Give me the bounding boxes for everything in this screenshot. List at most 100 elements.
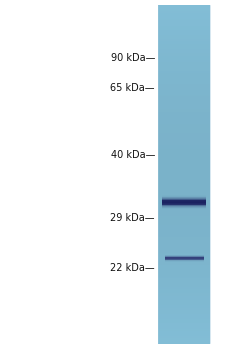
Bar [158, 131, 210, 133]
Bar [158, 259, 210, 260]
Bar [164, 254, 203, 255]
Bar [158, 253, 210, 254]
Bar [158, 47, 210, 48]
Text: 65 kDa—: 65 kDa— [110, 83, 155, 93]
Bar [158, 40, 210, 42]
Bar [158, 211, 210, 213]
Bar [158, 25, 210, 27]
Bar [158, 10, 210, 12]
Bar [158, 231, 210, 233]
Bar [164, 256, 203, 257]
Bar [158, 197, 210, 198]
Bar [162, 195, 206, 196]
Bar [164, 259, 203, 260]
Bar [158, 333, 210, 335]
Bar [164, 260, 203, 261]
Bar [162, 206, 206, 207]
Bar [162, 204, 206, 205]
Bar [162, 207, 206, 208]
Bar [158, 110, 210, 111]
Bar [158, 256, 210, 258]
Bar [164, 258, 203, 259]
Bar [158, 140, 210, 142]
Bar [158, 198, 210, 199]
Bar [164, 256, 203, 257]
Bar [158, 342, 210, 343]
Bar [158, 246, 210, 248]
Bar [164, 261, 203, 262]
Bar [162, 203, 206, 204]
Bar [158, 296, 210, 297]
Bar [158, 26, 210, 28]
Bar [158, 332, 210, 333]
Bar [158, 76, 210, 78]
Bar [158, 227, 210, 229]
Bar [158, 24, 210, 26]
Bar [158, 38, 210, 39]
Bar [164, 259, 203, 260]
Bar [158, 334, 210, 336]
Bar [158, 314, 210, 315]
Bar [158, 100, 210, 101]
Bar [162, 207, 206, 208]
Bar [158, 237, 210, 239]
Bar [158, 310, 210, 312]
Bar [158, 293, 210, 295]
Bar [158, 217, 210, 218]
Bar [164, 259, 203, 260]
Bar [158, 57, 210, 58]
Bar [158, 16, 210, 18]
Bar [158, 154, 210, 155]
Bar [158, 275, 210, 277]
Bar [164, 260, 203, 261]
Bar [158, 35, 210, 37]
Bar [158, 324, 210, 326]
Bar [158, 71, 210, 73]
Bar [158, 299, 210, 301]
Bar [158, 12, 210, 13]
Bar [158, 49, 210, 50]
Bar [158, 80, 210, 82]
Bar [158, 220, 210, 222]
Bar [158, 199, 210, 201]
Bar [158, 287, 210, 288]
Bar [158, 236, 210, 238]
Bar [158, 338, 210, 340]
Bar [158, 326, 210, 328]
Bar [158, 72, 210, 74]
Bar [162, 208, 206, 209]
Bar [158, 262, 210, 264]
Bar [158, 247, 210, 249]
Bar [158, 317, 210, 319]
Bar [158, 206, 210, 208]
Bar [158, 39, 210, 41]
Bar [158, 302, 210, 304]
Bar [158, 146, 210, 147]
Bar [158, 67, 210, 69]
Bar [158, 104, 210, 106]
Bar [162, 201, 206, 202]
Bar [158, 94, 210, 96]
Bar [158, 230, 210, 232]
Bar [158, 214, 210, 215]
Bar [158, 79, 210, 81]
Bar [158, 43, 210, 45]
Bar [158, 123, 210, 125]
Bar [158, 263, 210, 265]
Bar [158, 297, 210, 299]
Bar [158, 137, 210, 139]
Bar [158, 69, 210, 71]
Bar [158, 157, 210, 159]
Bar [158, 308, 210, 310]
Bar [158, 285, 210, 286]
Bar [158, 6, 210, 8]
Bar [158, 170, 210, 172]
Bar [158, 315, 210, 316]
Bar [158, 164, 210, 166]
Bar [158, 336, 210, 338]
Bar [158, 125, 210, 126]
Bar [158, 215, 210, 216]
Bar [158, 92, 210, 93]
Bar [158, 167, 210, 169]
Bar [162, 195, 206, 196]
